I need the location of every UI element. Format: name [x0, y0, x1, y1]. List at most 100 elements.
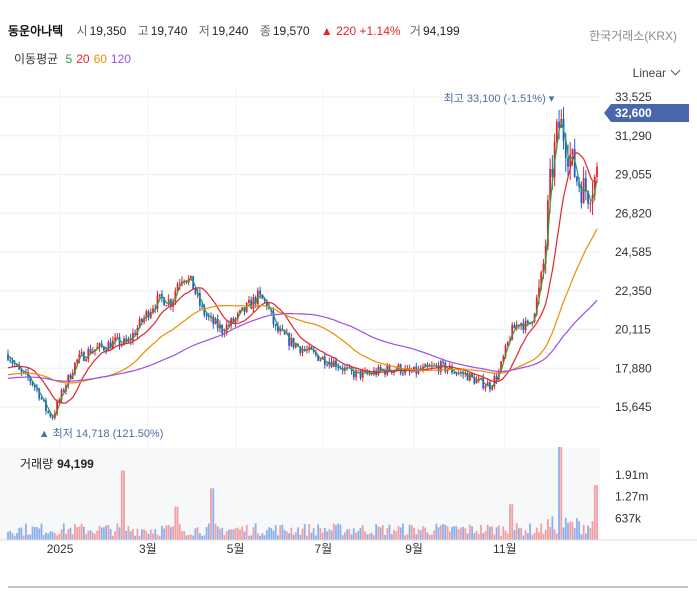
- volume-bar: [263, 535, 266, 540]
- volume-bar: [78, 526, 81, 540]
- volume-bar: [533, 532, 536, 540]
- grid-lines: [0, 88, 600, 540]
- volume-bar: [176, 506, 179, 540]
- volume-bar: [196, 527, 199, 540]
- volume-bar: [38, 528, 41, 540]
- volume-bar: [426, 532, 429, 540]
- candle-body: [381, 370, 384, 372]
- candle-body: [326, 364, 328, 366]
- volume-bar: [468, 524, 471, 540]
- volume-bar: [45, 532, 47, 540]
- volume-bar: [415, 534, 418, 540]
- candle-body: [190, 275, 192, 279]
- candle-body: [352, 370, 355, 378]
- candle-body: [116, 336, 119, 338]
- volume-bar: [567, 522, 569, 540]
- volume-panel-fill: [0, 448, 600, 540]
- volume-bar: [451, 527, 453, 540]
- candle-body: [495, 376, 498, 380]
- candle-body: [69, 374, 72, 379]
- volume-bar: [310, 532, 313, 540]
- volume-bar: [154, 529, 157, 540]
- candle-body: [11, 360, 14, 364]
- candle-body: [158, 294, 161, 296]
- volume-bar: [69, 527, 72, 540]
- candle-body: [114, 337, 116, 341]
- candle-body: [446, 369, 449, 372]
- stock-name: 동운아나텍: [8, 24, 64, 38]
- volume-bar: [370, 532, 373, 540]
- volume-bar: [290, 527, 293, 540]
- candle-body: [156, 295, 159, 309]
- candle-body: [76, 359, 79, 363]
- candle-body: [259, 290, 262, 295]
- volume-bar: [335, 525, 337, 540]
- volume-bar: [526, 533, 529, 540]
- volume-bar: [319, 527, 322, 540]
- moving-average-line-5: [7, 120, 598, 417]
- volume-bar: [339, 524, 342, 540]
- volume-bar: [513, 529, 516, 540]
- volume-panel-value: 94,199: [57, 457, 94, 471]
- volume-bar: [297, 527, 299, 540]
- volume-bar: [495, 527, 498, 540]
- candle-body: [261, 294, 264, 299]
- volume-bar: [531, 534, 534, 540]
- volume-bar: [234, 528, 237, 540]
- volume-bar: [140, 529, 143, 540]
- volume-bar: [524, 530, 527, 540]
- volume-bar: [410, 524, 413, 540]
- candle-body: [555, 121, 558, 143]
- volume-bar: [578, 521, 581, 540]
- volume-bar: [489, 526, 491, 540]
- candle-body: [22, 371, 25, 373]
- volume-bar: [540, 523, 543, 540]
- candle-body: [580, 186, 583, 204]
- candle-body: [321, 356, 324, 360]
- volume-bar: [87, 530, 90, 540]
- volume-bar: [390, 534, 393, 540]
- time-tick-label: 2025: [47, 542, 74, 556]
- price-tick-label: 20,115: [615, 323, 651, 337]
- volume-bar: [424, 527, 427, 540]
- volume-bar: [562, 527, 565, 540]
- candle-body: [529, 323, 531, 325]
- volume-bar: [491, 526, 494, 540]
- volume-bar: [384, 535, 386, 540]
- candle-body: [473, 376, 476, 384]
- candle-body: [87, 348, 90, 360]
- volume-bar: [504, 530, 507, 540]
- volume-bar: [194, 528, 197, 540]
- candle-body: [145, 311, 148, 318]
- volume-bar: [74, 524, 76, 540]
- volume-bar: [219, 528, 221, 540]
- candle-body: [564, 141, 567, 159]
- scale-dropdown[interactable]: Linear: [633, 65, 681, 80]
- candle-body: [165, 305, 168, 307]
- volume-bar: [98, 525, 101, 540]
- volume-bar: [123, 470, 125, 540]
- candle-body: [232, 318, 235, 323]
- volume-bar: [62, 523, 65, 540]
- volume-bar: [372, 535, 375, 540]
- volume-bar: [256, 533, 259, 540]
- candle-body: [29, 377, 32, 382]
- moving-average-legend[interactable]: 이동평균 5 20 60 120: [14, 50, 135, 67]
- volume-bar: [314, 535, 317, 540]
- high-value: 19,740: [150, 24, 188, 38]
- volume-bar: [116, 523, 119, 540]
- candle-body: [299, 346, 302, 353]
- candle-body: [147, 311, 150, 318]
- volume-bar: [274, 524, 277, 540]
- volume-bar: [419, 530, 422, 540]
- candle-body: [453, 372, 456, 374]
- volume-bar: [493, 534, 496, 540]
- volume-bar: [270, 527, 273, 540]
- volume-bar: [361, 525, 364, 540]
- volume-bar: [91, 532, 94, 540]
- volume-bar: [564, 517, 567, 540]
- volume-bar: [393, 530, 395, 540]
- volume-bar: [395, 531, 398, 540]
- volume-bar: [277, 535, 279, 540]
